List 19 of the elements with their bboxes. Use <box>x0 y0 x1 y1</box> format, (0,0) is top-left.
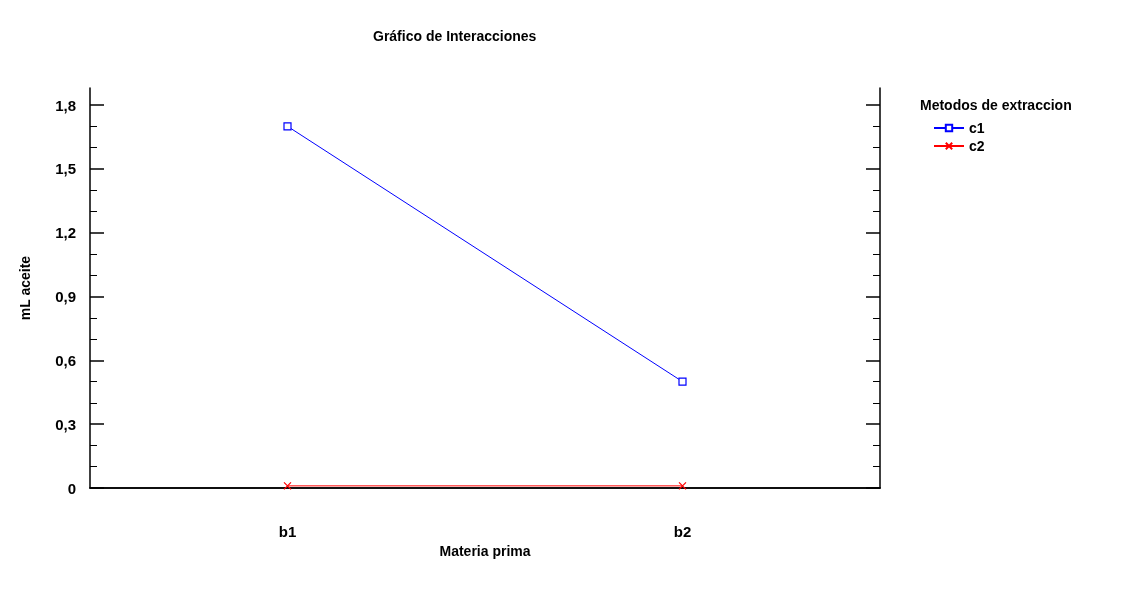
point <box>283 122 292 131</box>
y-tick-label: 1,8 <box>55 96 76 114</box>
point <box>283 481 292 490</box>
legend-label: c2 <box>969 138 985 154</box>
y-tick-label: 1,2 <box>55 224 76 242</box>
point <box>678 377 687 386</box>
x-tick-label: b1 <box>278 523 297 540</box>
y-tick-label: 0,6 <box>55 351 76 369</box>
x-axis-title: Materia prima <box>439 542 531 559</box>
y-tick-label: 0,3 <box>55 415 76 433</box>
point <box>678 481 687 490</box>
legend-title: Metodos de extraccion <box>920 97 1072 113</box>
y-tick-label: 0,9 <box>55 288 76 306</box>
y-tick-label: 1,5 <box>55 160 76 178</box>
chart-title: Gráfico de Interacciones <box>373 28 537 44</box>
y-axis-title: mL aceite <box>17 255 33 321</box>
x-tick-label: b2 <box>673 523 692 540</box>
legend-label: c1 <box>969 120 985 136</box>
y-tick-label: 0 <box>67 479 76 497</box>
